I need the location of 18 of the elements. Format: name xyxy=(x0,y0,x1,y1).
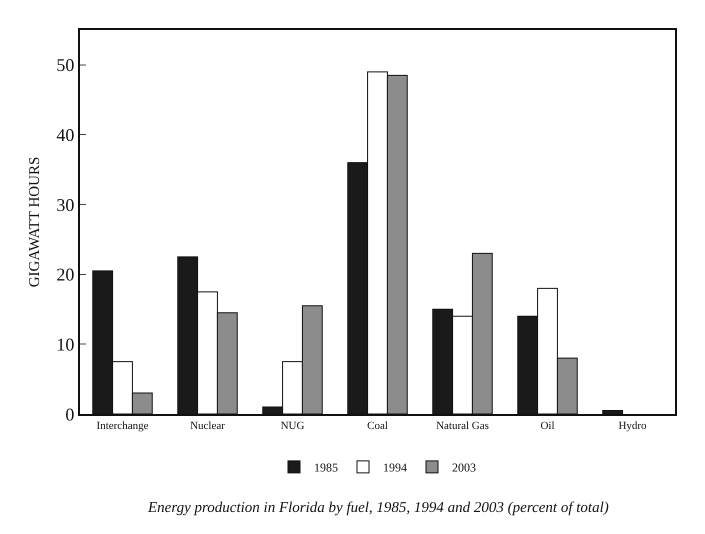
y-tick-label: 50 xyxy=(56,55,74,76)
y-axis-title: GIGAWATT HOURS xyxy=(27,156,43,288)
x-tick-label: NUG xyxy=(280,420,304,432)
x-tick-label: Oil xyxy=(540,420,555,432)
x-tick-label: Natural Gas xyxy=(436,420,489,432)
legend-label: 1985 xyxy=(314,460,338,475)
text: Energy production in Florida by fuel, 1985, 1994 and 2003 (percent of total) xyxy=(147,500,609,516)
x-tick-label: Nuclear xyxy=(190,420,226,432)
x-tick-label: Coal xyxy=(367,420,388,432)
x-tick-label: Interchange xyxy=(96,420,149,432)
y-tick-label: 40 xyxy=(56,125,74,146)
y-tick-label: 10 xyxy=(56,334,74,354)
y-tick-label: 0 xyxy=(65,404,74,424)
y-tick-label: 20 xyxy=(56,264,74,285)
legend-label: 2003 xyxy=(452,460,476,475)
y-tick-label: 30 xyxy=(56,194,74,215)
x-tick-label: Hydro xyxy=(618,420,648,432)
legend-label: 1994 xyxy=(383,460,407,475)
